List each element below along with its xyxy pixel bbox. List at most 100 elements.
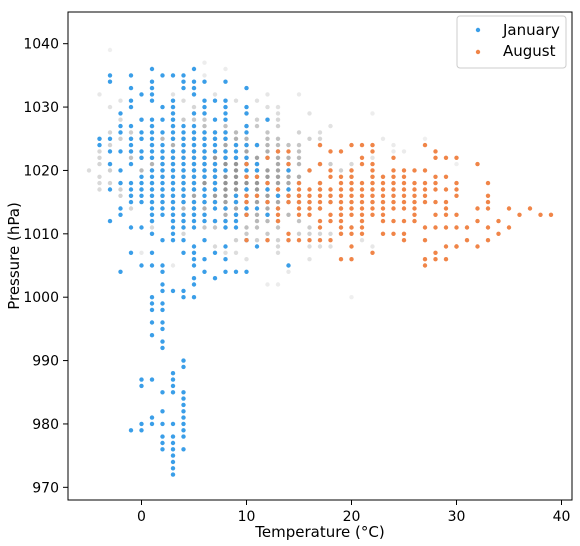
august-point	[286, 149, 291, 154]
january-point	[128, 187, 134, 192]
january-point	[160, 161, 165, 167]
background-point	[107, 104, 113, 110]
august-point	[370, 161, 375, 167]
january-point	[254, 244, 260, 249]
january-point	[233, 142, 239, 148]
august-point	[254, 193, 260, 198]
january-point	[202, 149, 207, 154]
background-point	[86, 168, 92, 173]
january-point	[170, 104, 176, 110]
january-point	[160, 421, 165, 427]
august-point	[307, 238, 312, 243]
background-point	[212, 155, 218, 160]
january-point	[223, 244, 228, 249]
background-point	[233, 98, 239, 103]
august-point	[454, 187, 459, 192]
background-point	[265, 130, 270, 135]
august-point	[401, 193, 407, 198]
january-point	[202, 130, 207, 135]
january-point	[223, 79, 228, 84]
background-point	[244, 180, 249, 186]
january-point	[170, 168, 176, 173]
january-point	[181, 187, 186, 192]
january-point	[118, 212, 123, 217]
august-point	[454, 180, 459, 186]
january-point	[160, 409, 165, 414]
january-point	[139, 136, 144, 141]
background-point	[275, 168, 281, 173]
august-point	[422, 257, 428, 262]
january-point	[170, 123, 176, 129]
january-point	[181, 218, 186, 224]
january-point	[149, 168, 155, 173]
august-point	[349, 257, 354, 262]
background-point	[296, 142, 302, 148]
background-point	[265, 282, 270, 287]
january-point	[181, 402, 186, 408]
january-point	[149, 180, 155, 186]
january-point	[128, 85, 134, 91]
background-point	[202, 180, 207, 186]
august-point	[401, 218, 407, 224]
background-point	[317, 136, 323, 141]
january-point	[170, 440, 176, 446]
january-point	[191, 295, 197, 300]
august-point	[443, 225, 449, 230]
august-point	[370, 199, 375, 205]
august-point	[296, 206, 302, 211]
background-point	[254, 98, 260, 103]
january-point	[202, 104, 207, 110]
january-point	[149, 193, 155, 198]
january-point	[191, 206, 197, 211]
january-point	[149, 123, 155, 129]
background-point	[170, 263, 176, 268]
background-point	[233, 180, 239, 186]
background-point	[223, 250, 228, 255]
august-point	[349, 168, 354, 173]
january-point	[139, 428, 144, 433]
january-point	[128, 225, 134, 230]
background-point	[118, 117, 123, 122]
january-point	[191, 168, 197, 173]
background-point	[275, 123, 281, 129]
background-point	[296, 149, 302, 154]
august-point	[380, 180, 386, 186]
january-point	[244, 142, 249, 148]
august-point	[359, 199, 365, 205]
january-point	[233, 218, 239, 224]
august-point	[244, 199, 249, 205]
january-point	[202, 269, 207, 274]
background-point	[233, 168, 239, 173]
january-point	[149, 98, 155, 103]
august-point	[475, 244, 480, 249]
january-point	[244, 206, 249, 211]
august-point	[422, 180, 428, 186]
august-point	[296, 187, 302, 192]
january-point	[139, 180, 144, 186]
august-point	[275, 206, 281, 211]
august-point	[433, 174, 438, 179]
august-point	[338, 187, 344, 192]
august-point	[349, 187, 354, 192]
august-point	[370, 250, 375, 255]
background-point	[118, 193, 123, 198]
january-point	[107, 187, 113, 192]
january-point	[139, 92, 144, 97]
january-point	[181, 73, 186, 78]
august-point	[391, 218, 396, 224]
background-point	[391, 149, 396, 154]
background-point	[223, 212, 228, 217]
january-point	[170, 288, 176, 294]
background-point	[97, 187, 102, 192]
background-point	[233, 206, 239, 211]
january-point	[128, 180, 134, 186]
january-point	[233, 269, 239, 274]
august-point	[265, 180, 270, 186]
background-point	[191, 193, 197, 198]
january-point	[160, 206, 165, 211]
january-point	[244, 111, 249, 116]
january-point	[170, 155, 176, 160]
background-point	[307, 231, 312, 236]
